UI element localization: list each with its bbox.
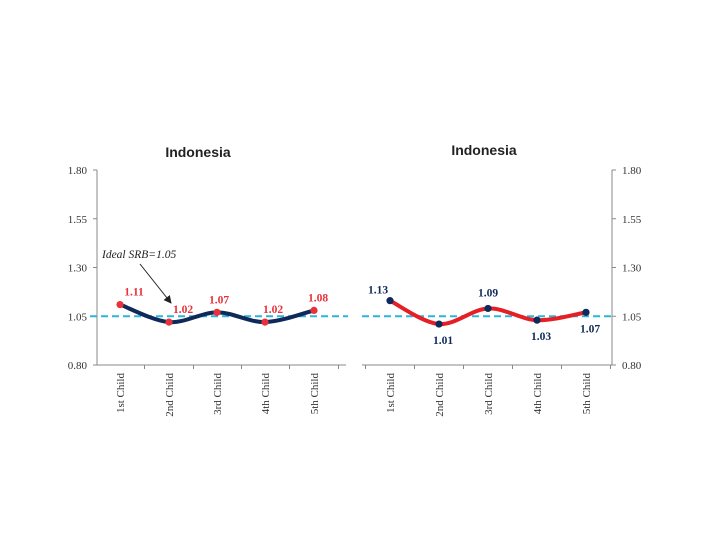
y-tick-label: 1.05 — [68, 311, 88, 323]
chart-panel-2: Indonesia 0.80 1.05 1.30 1.55 1.80 1st Child 2n… — [362, 142, 642, 417]
y-tick-label: 1.30 — [622, 263, 642, 275]
data-point-marker — [310, 306, 318, 314]
y-tick-label: 0.80 — [68, 360, 88, 372]
x-category-label: 4th Child — [260, 373, 272, 415]
annotation-arrow — [139, 263, 172, 304]
y-tick-label: 1.80 — [622, 165, 642, 177]
x-category-label: 3rd Child — [483, 373, 495, 415]
x-category-label: 5th Child — [309, 373, 321, 415]
data-point-marker — [582, 308, 590, 316]
chart-title: Indonesia — [165, 144, 231, 160]
x-category-label: 1st Child — [115, 373, 127, 414]
data-label: 1.01 — [433, 335, 453, 347]
y-tick-label: 1.55 — [622, 214, 642, 226]
y-tick-label: 1.55 — [68, 214, 88, 226]
x-category-label: 5th Child — [581, 373, 593, 415]
data-label: 1.08 — [308, 292, 328, 304]
data-label: 1.02 — [263, 304, 283, 316]
data-point-marker — [435, 320, 443, 328]
data-point-marker — [165, 318, 173, 326]
data-point-marker — [484, 304, 492, 313]
x-category-label: 1st Child — [385, 373, 397, 414]
data-label: 1.09 — [478, 287, 498, 299]
y-tick-label: 1.05 — [622, 311, 642, 323]
data-label: 1.13 — [368, 285, 388, 297]
chart-panel-1: Indonesia 0.80 1.05 1.30 1.55 1.80 1st Child 2n… — [68, 144, 348, 417]
data-point-marker — [533, 316, 541, 324]
data-point-marker — [261, 318, 269, 326]
data-label: 1.02 — [173, 304, 193, 316]
data-point-marker — [213, 308, 221, 316]
data-point-marker — [386, 297, 394, 305]
series-line — [388, 298, 588, 327]
data-label: 1.03 — [531, 331, 551, 343]
data-point-marker — [116, 300, 124, 309]
y-tick-label: 1.30 — [68, 263, 88, 275]
x-category-label: 4th Child — [532, 373, 544, 415]
x-category-label: 2nd Child — [164, 373, 176, 417]
y-tick-label: 1.80 — [68, 165, 88, 177]
ideal-srb-annotation: Ideal SRB=1.05 — [101, 249, 176, 261]
y-tick-label: 0.80 — [622, 360, 642, 372]
x-category-label: 3rd Child — [212, 373, 224, 415]
data-label: 1.11 — [124, 287, 144, 299]
data-label: 1.07 — [209, 294, 229, 306]
data-label: 1.07 — [580, 323, 600, 335]
x-category-label: 2nd Child — [434, 373, 446, 417]
chart-title: Indonesia — [451, 142, 517, 158]
